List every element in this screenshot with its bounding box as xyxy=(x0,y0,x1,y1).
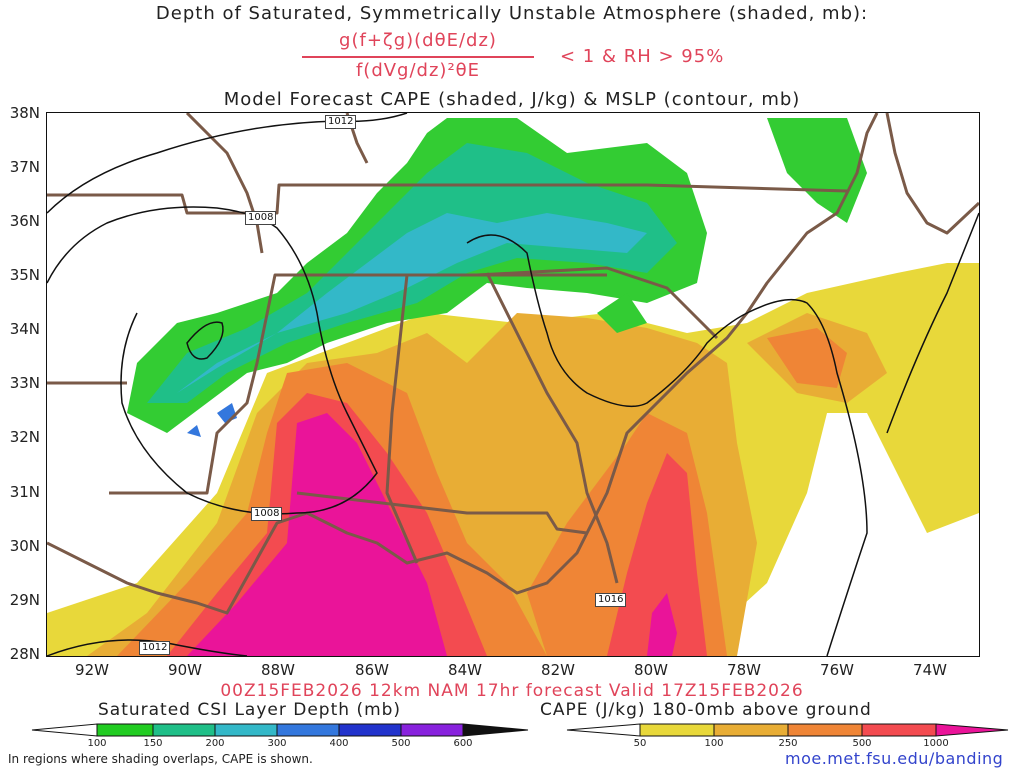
isobar-label: 1012 xyxy=(325,115,357,129)
lat-label: 33N xyxy=(9,374,40,392)
isobar-line xyxy=(886,212,979,434)
overlap-note: In regions where shading overlaps, CAPE … xyxy=(8,752,313,766)
lon-label: 82W xyxy=(541,661,575,679)
cape-bar-segment xyxy=(639,723,715,737)
lon-label: 90W xyxy=(168,661,202,679)
lon-label: 86W xyxy=(355,661,389,679)
map-subtitle: Model Forecast CAPE (shaded, J/kg) & MSL… xyxy=(223,89,801,110)
csi-tick-label: 400 xyxy=(329,738,349,749)
csi-bar-hightip xyxy=(462,723,529,737)
cape-region-magenta xyxy=(647,593,677,656)
csi-tick-label: 150 xyxy=(143,738,163,749)
lon-label: 74W xyxy=(913,661,947,679)
lat-label: 34N xyxy=(9,320,40,338)
csi-region-cyan xyxy=(177,213,647,393)
lon-label: 78W xyxy=(727,661,761,679)
lat-label: 30N xyxy=(9,537,40,555)
lat-label: 32N xyxy=(9,428,40,446)
lat-label: 36N xyxy=(9,212,40,230)
isobar-label: 1012 xyxy=(139,641,171,655)
csi-bar-lowtip xyxy=(31,723,98,737)
cape-bar-segment xyxy=(861,723,937,737)
csi-region-green xyxy=(597,293,647,333)
lon-label: 76W xyxy=(820,661,854,679)
map-panel: 1012 1008 1008 1012 1016 xyxy=(46,112,980,657)
csi-bar-segment xyxy=(276,723,340,737)
formula-condition: < 1 & RH > 95% xyxy=(560,46,725,67)
cape-tick-label: 250 xyxy=(778,738,798,749)
cape-colorbar xyxy=(566,723,1009,737)
valid-time-label: 00Z15FEB2026 12km NAM 17hr forecast Vali… xyxy=(220,681,804,701)
isobar-line xyxy=(47,206,378,515)
csi-region-green xyxy=(767,118,867,223)
csi-bar-segment xyxy=(338,723,402,737)
cape-tick-label: 500 xyxy=(852,738,872,749)
lat-label: 35N xyxy=(9,266,40,284)
state-borders xyxy=(47,113,979,615)
isobar-line xyxy=(47,113,408,214)
lat-label: 29N xyxy=(9,591,40,609)
formula-fraction-bar xyxy=(302,56,534,58)
lon-label: 88W xyxy=(261,661,295,679)
border-line xyxy=(109,266,719,495)
map-svg xyxy=(47,113,979,656)
csi-colorbar xyxy=(31,723,529,737)
lat-label: 31N xyxy=(9,483,40,501)
cape-region-red xyxy=(607,453,707,656)
cape-bar-segment xyxy=(713,723,789,737)
cape-colorbar-title: CAPE (J/kg) 180-0mb above ground xyxy=(540,700,872,720)
csi-tick-label: 300 xyxy=(267,738,287,749)
border-line xyxy=(47,183,848,215)
isobar-label: 1008 xyxy=(251,507,283,521)
lat-label: 38N xyxy=(9,104,40,122)
border-line xyxy=(296,491,588,535)
csi-tick-label: 200 xyxy=(205,738,225,749)
isobar-label: 1016 xyxy=(595,593,627,607)
border-line xyxy=(47,113,879,615)
csi-bar-segment xyxy=(152,723,216,737)
border-line xyxy=(885,113,979,235)
cape-tick-label: 1000 xyxy=(923,738,949,749)
source-url: moe.met.fsu.edu/banding xyxy=(785,749,1004,768)
csi-tick-label: 500 xyxy=(391,738,411,749)
cape-bar-segment xyxy=(787,723,863,737)
csi-bar-segment xyxy=(400,723,464,737)
formula-denominator: f(dVg/dz)²θE xyxy=(355,60,481,81)
cape-tick-label: 100 xyxy=(704,738,724,749)
formula-numerator: g(f+ζg)(dθE/dz) xyxy=(339,30,497,51)
csi-colorbar-title: Saturated CSI Layer Depth (mb) xyxy=(98,700,402,720)
csi-tick-label: 100 xyxy=(87,738,107,749)
cape-bar-lowtip xyxy=(566,723,641,737)
csi-tick-label: 600 xyxy=(453,738,473,749)
lat-label: 28N xyxy=(9,645,40,663)
lat-label: 37N xyxy=(9,158,40,176)
lon-label: 80W xyxy=(634,661,668,679)
cape-tick-label: 50 xyxy=(633,738,647,749)
colorbars xyxy=(31,723,1009,737)
csi-bar-segment xyxy=(96,723,154,737)
cape-bar-hightip xyxy=(935,723,1009,737)
isobar-label: 1008 xyxy=(245,211,277,225)
csi-region-blue xyxy=(217,403,237,423)
cape-shading xyxy=(47,123,979,656)
border-line xyxy=(385,274,419,564)
map-title: Depth of Saturated, Symmetrically Unstab… xyxy=(155,3,869,24)
csi-bar-segment xyxy=(214,723,278,737)
cape-region-orange xyxy=(767,328,847,388)
lon-label: 84W xyxy=(448,661,482,679)
csi-region-blue xyxy=(187,425,201,437)
lon-label: 92W xyxy=(75,661,109,679)
isobar-line xyxy=(186,321,224,360)
isobar-line xyxy=(466,234,868,656)
border-line xyxy=(485,272,619,584)
cape-region-magenta xyxy=(187,413,447,656)
